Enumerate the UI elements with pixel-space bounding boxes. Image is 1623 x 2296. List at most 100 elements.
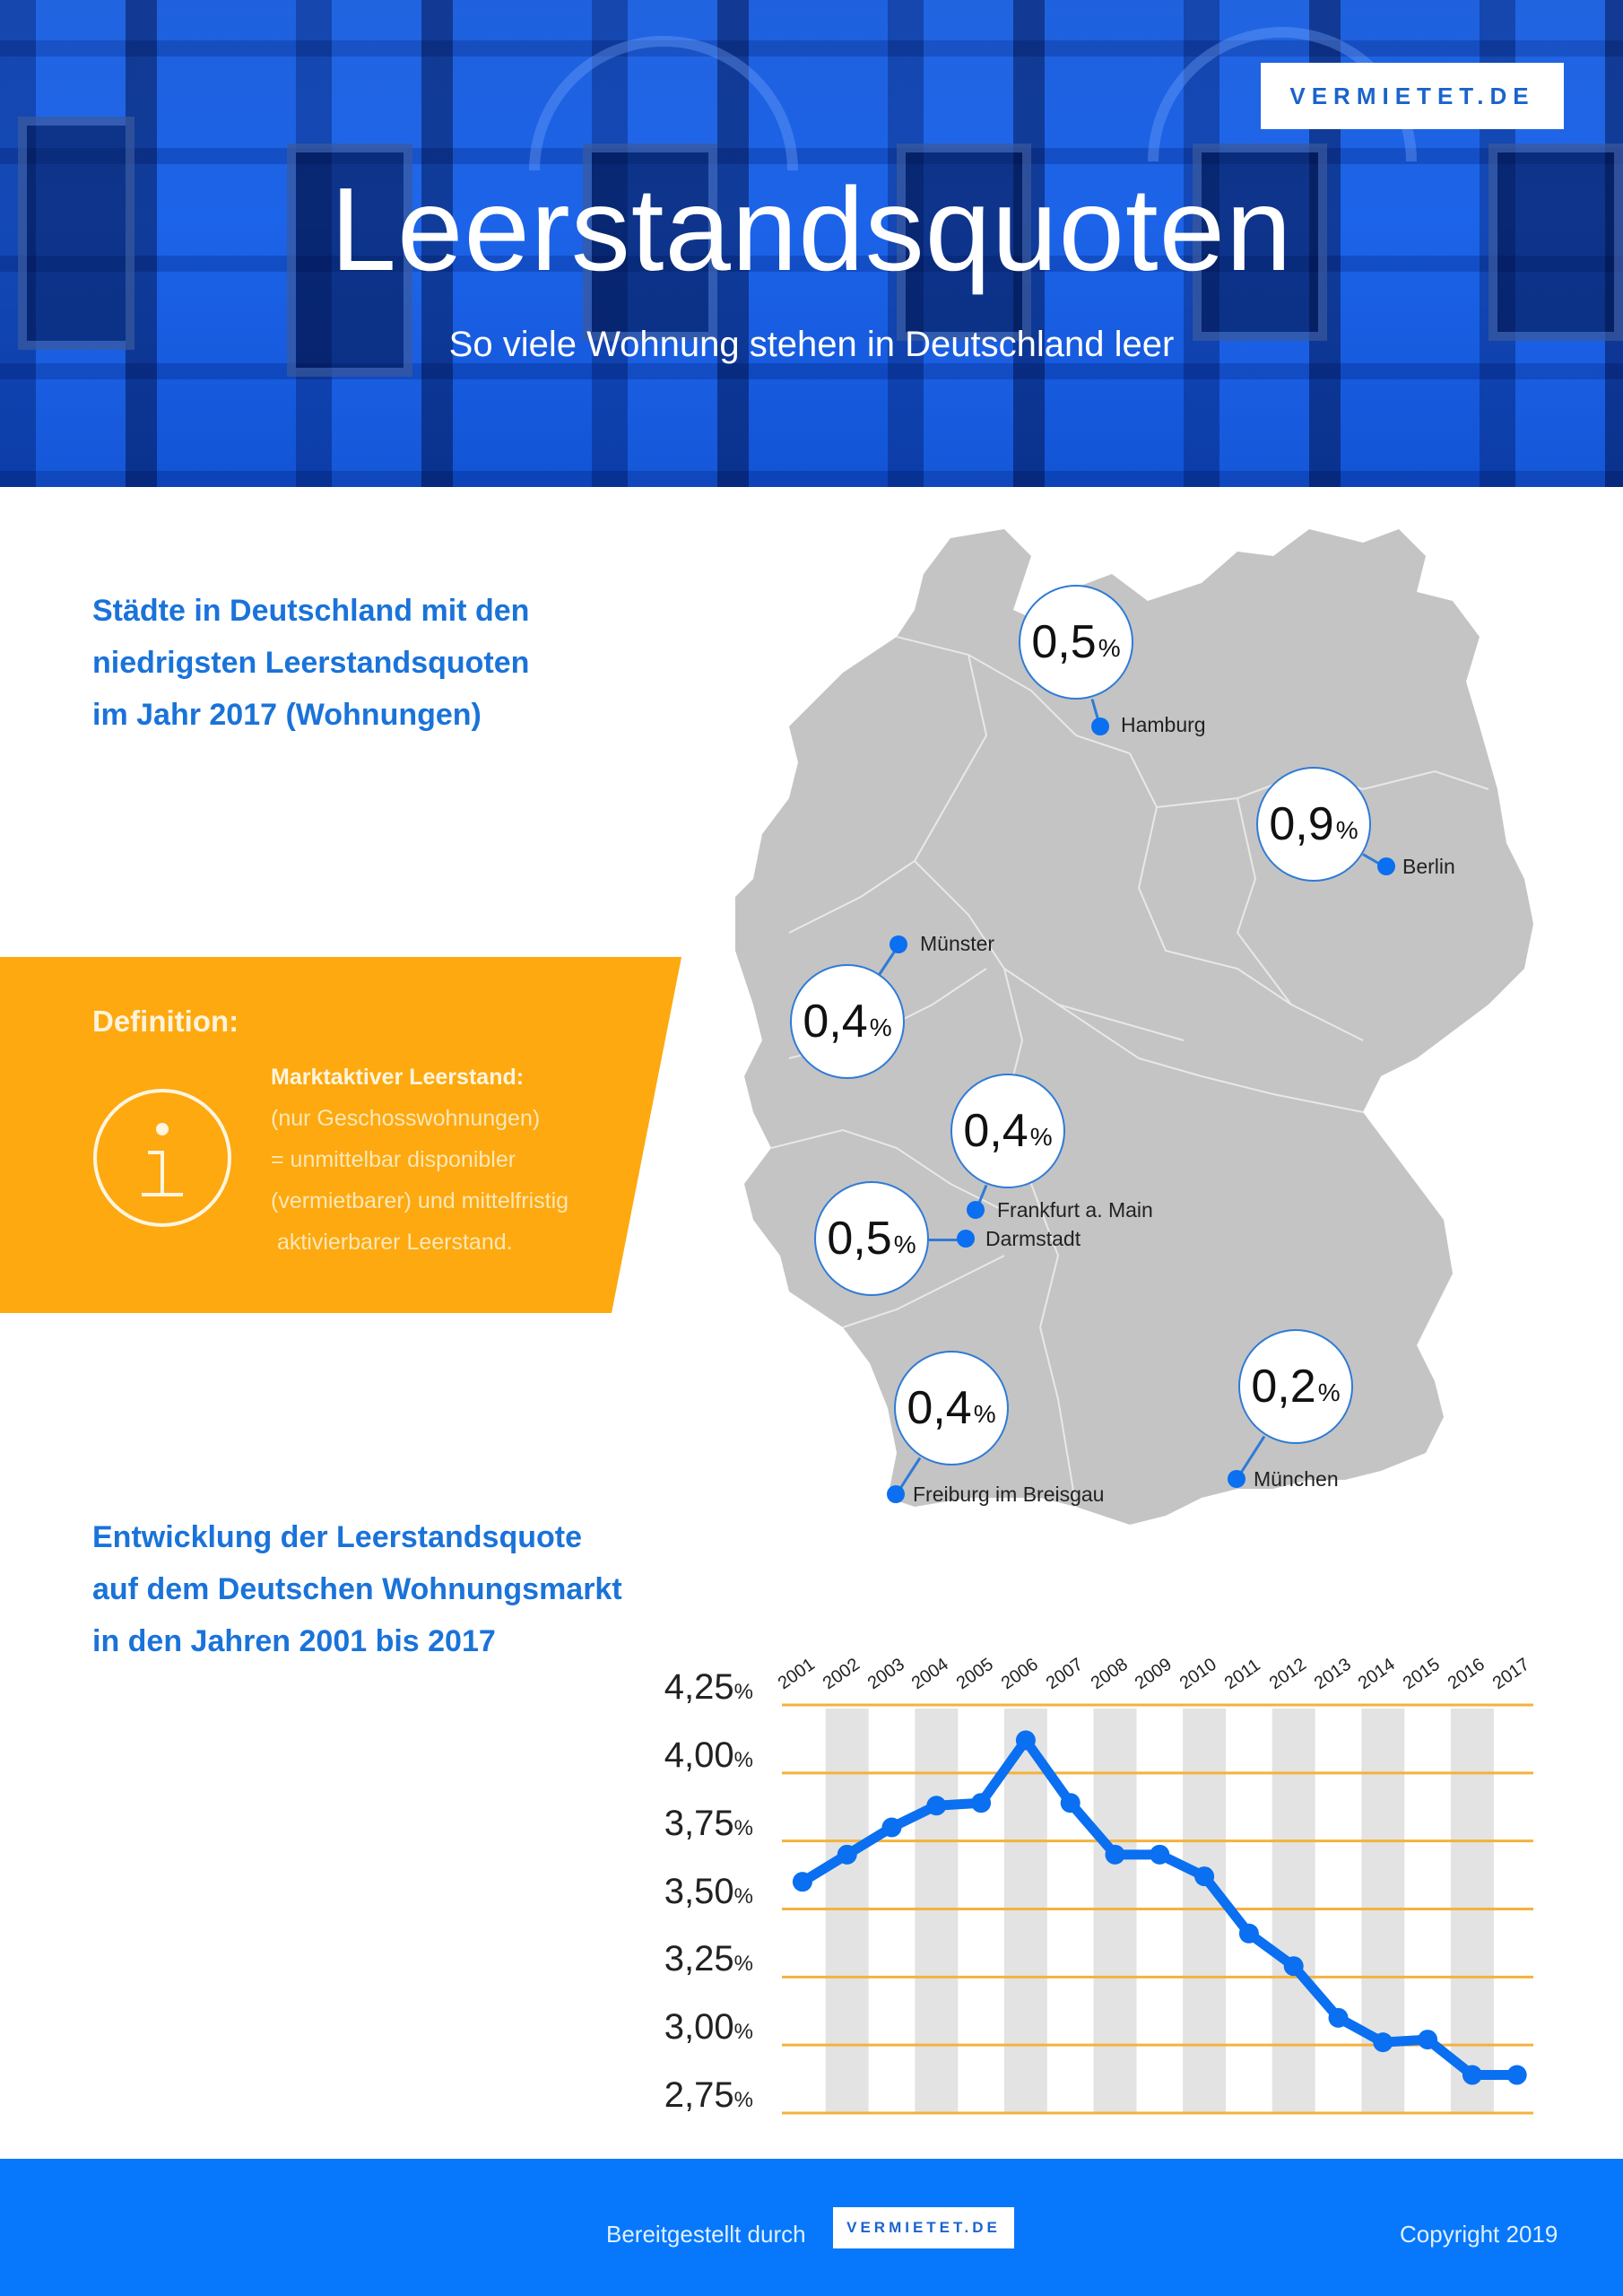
city-location-dot[interactable]	[1377, 857, 1395, 875]
y-tick-value: 4,00	[664, 1735, 734, 1775]
city-rate-bubble: 0,4%	[950, 1074, 1065, 1188]
building-window-decoration	[18, 117, 135, 350]
data-point[interactable]	[926, 1796, 947, 1816]
percent-sign: %	[1335, 816, 1358, 844]
city-name-label: Münster	[920, 932, 995, 955]
building-window-decoration	[897, 144, 1031, 341]
city-location-dot[interactable]	[1228, 1470, 1245, 1488]
page-subtitle: So viele Wohnung stehen in Deutschland l…	[448, 325, 1175, 364]
city-location-dot[interactable]	[890, 935, 907, 953]
percent-sign: %	[973, 1400, 996, 1428]
vacancy-rate-line-chart: 4,25% 4,00% 3,75% 3,50% 3,25% 3,00% 2,75% 2001 2…	[628, 1650, 1533, 2135]
definition-title: Definition:	[92, 1004, 239, 1038]
y-tick-value: 4,25	[664, 1667, 734, 1707]
footer	[0, 2159, 1623, 2296]
building-window-decoration	[1193, 144, 1327, 341]
city-rate-bubble: 0,4%	[894, 1351, 1009, 1465]
definition-line: (nur Geschosswohnungen)	[271, 1106, 541, 1131]
city-rate-value: 0,9	[1269, 798, 1334, 850]
info-icon	[93, 1089, 231, 1227]
year-band	[825, 1709, 869, 2113]
year-band	[1361, 1709, 1405, 2113]
definition-text: Marktaktiver Leerstand: (nur Geschosswoh…	[271, 1057, 568, 1263]
data-point[interactable]	[1506, 2065, 1527, 2085]
city-rate-bubble: 0,4%	[790, 964, 905, 1079]
trend-heading-line: in den Jahren 2001 bis 2017	[92, 1624, 496, 1658]
data-point[interactable]	[971, 1793, 992, 1813]
y-axis-tick-label: 3,75%	[628, 1804, 753, 1844]
y-tick-value: 3,50	[664, 1871, 734, 1911]
percent-sign: %	[1098, 634, 1121, 662]
data-point[interactable]	[881, 1817, 902, 1838]
city-name-label: Berlin	[1402, 855, 1455, 878]
city-rate-value: 0,4	[907, 1382, 972, 1434]
city-rate-bubble: 0,5%	[1019, 585, 1133, 700]
trend-heading: Entwicklung der Leerstandsquote auf dem …	[92, 1511, 622, 1667]
percent-sign: %	[869, 1013, 892, 1041]
building-window-decoration	[1488, 144, 1623, 341]
data-point[interactable]	[1194, 1866, 1215, 1887]
percent-sign: %	[733, 1883, 753, 1909]
data-point[interactable]	[837, 1844, 857, 1865]
data-point[interactable]	[1150, 1844, 1170, 1865]
city-rate-bubble: 0,9%	[1256, 767, 1371, 882]
city-connector-line	[929, 1239, 966, 1241]
data-point[interactable]	[792, 1872, 812, 1892]
city-name-label: Freiburg im Breisgau	[913, 1483, 1105, 1506]
percent-sign: %	[893, 1231, 916, 1258]
percent-sign: %	[733, 1747, 753, 1772]
data-point[interactable]	[1328, 2007, 1349, 2028]
year-band	[1271, 1709, 1315, 2113]
data-point[interactable]	[1105, 1844, 1125, 1865]
city-rate-value: 0,2	[1251, 1361, 1316, 1413]
city-name-label: Darmstadt	[985, 1227, 1081, 1250]
data-point[interactable]	[1015, 1730, 1036, 1751]
footer-brand-logo[interactable]: VERMIETET.DE	[833, 2207, 1014, 2248]
y-tick-value: 3,75	[664, 1803, 734, 1843]
city-location-dot[interactable]	[967, 1201, 985, 1219]
city-name-label: München	[1254, 1467, 1339, 1491]
city-location-dot[interactable]	[1091, 718, 1109, 735]
data-point[interactable]	[1373, 2032, 1393, 2053]
definition-panel	[0, 957, 681, 1313]
city-rate-value: 0,5	[1031, 616, 1097, 668]
trend-heading-line: auf dem Deutschen Wohnungsmarkt	[92, 1572, 622, 1606]
page-title: Leerstandsquoten	[330, 163, 1293, 295]
city-name-label: Frankfurt a. Main	[997, 1198, 1153, 1222]
building-window-decoration	[287, 144, 412, 377]
city-rate-value: 0,4	[963, 1105, 1028, 1157]
footer-copyright: Copyright 2019	[1400, 2221, 1558, 2248]
definition-line: = unmittelbar disponibler	[271, 1147, 516, 1172]
year-band	[1183, 1709, 1227, 2113]
brand-logo[interactable]: VERMIETET.DE	[1261, 63, 1564, 129]
y-tick-value: 3,00	[664, 2007, 734, 2048]
data-point[interactable]	[1462, 2065, 1482, 2085]
definition-line: (vermietbarer) und mittelfristig	[271, 1188, 569, 1213]
city-location-dot[interactable]	[887, 1485, 905, 1503]
y-axis-tick-label: 4,00%	[628, 1735, 753, 1776]
city-location-dot[interactable]	[957, 1230, 975, 1248]
cities-heading-line: Städte in Deutschland mit den	[92, 594, 530, 628]
city-rate-value: 0,5	[827, 1213, 892, 1265]
cities-heading: Städte in Deutschland mit den niedrigste…	[92, 585, 529, 741]
percent-sign: %	[733, 1680, 753, 1704]
city-name-label: Hamburg	[1121, 713, 1206, 736]
year-band	[915, 1709, 959, 2113]
data-point[interactable]	[1418, 2030, 1438, 2050]
city-rate-bubble: 0,2%	[1238, 1329, 1353, 1444]
y-axis-tick-label: 4,25%	[628, 1667, 753, 1708]
year-band	[1093, 1709, 1137, 2113]
y-axis-tick-label: 3,50%	[628, 1872, 753, 1912]
footer-credit: Bereitgestellt durch	[606, 2221, 806, 2248]
percent-sign: %	[1317, 1378, 1341, 1406]
series-line	[800, 1735, 1517, 2081]
data-point[interactable]	[1060, 1793, 1081, 1813]
y-axis-tick-label: 3,00%	[628, 2007, 753, 2048]
city-rate-value: 0,4	[803, 996, 868, 1048]
chart-plot-area	[782, 1703, 1533, 2115]
data-point[interactable]	[1238, 1923, 1259, 1944]
y-axis-tick-label: 3,25%	[628, 1939, 753, 1979]
cities-heading-line: niedrigsten Leerstandsquoten	[92, 646, 530, 680]
y-tick-value: 3,25	[664, 1939, 734, 1979]
data-point[interactable]	[1283, 1956, 1304, 1977]
